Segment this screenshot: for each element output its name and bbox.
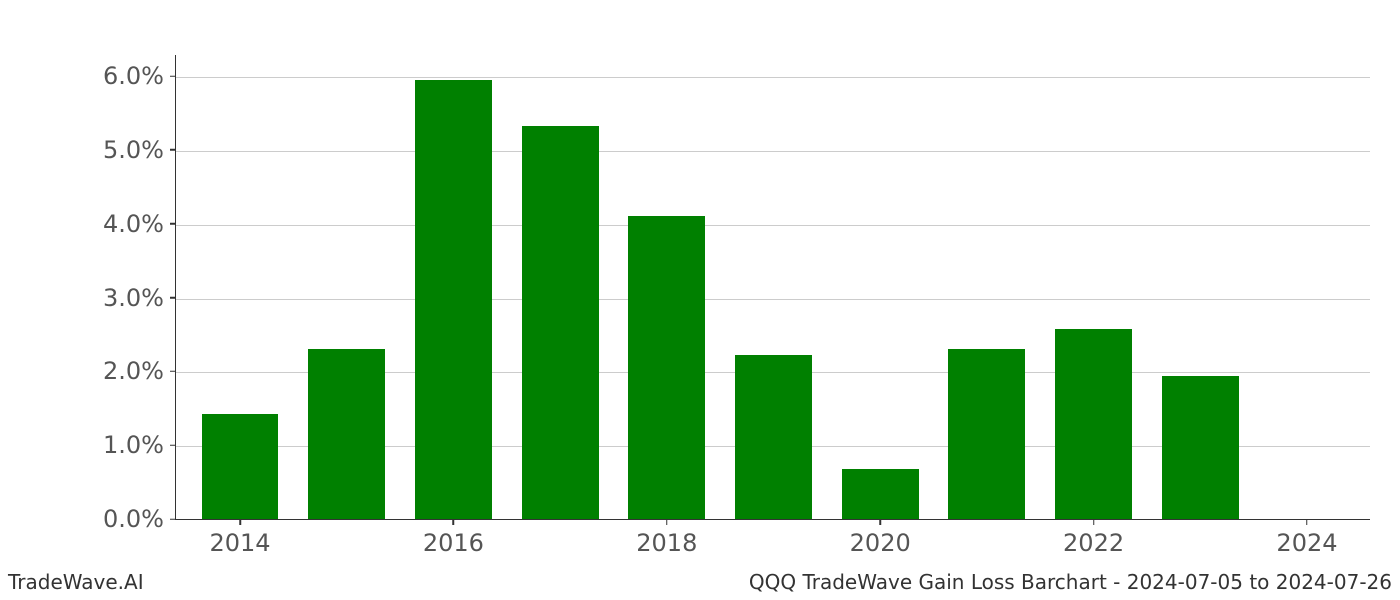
bar — [522, 126, 599, 519]
x-tick-label: 2018 — [636, 519, 697, 557]
bar — [842, 469, 919, 519]
bar — [202, 414, 279, 519]
bar — [1055, 329, 1132, 519]
bar — [308, 349, 385, 519]
x-tick-label: 2024 — [1276, 519, 1337, 557]
bar — [628, 216, 705, 519]
y-tick-label: 3.0% — [103, 284, 176, 312]
footer-left-text: TradeWave.AI — [8, 570, 144, 594]
y-tick-label: 4.0% — [103, 210, 176, 238]
bar — [735, 355, 812, 519]
gridline — [176, 299, 1370, 300]
x-tick-label: 2016 — [423, 519, 484, 557]
x-tick-label: 2022 — [1063, 519, 1124, 557]
bar — [415, 80, 492, 519]
gridline — [176, 77, 1370, 78]
x-tick-label: 2020 — [850, 519, 911, 557]
gridline — [176, 151, 1370, 152]
footer-right-text: QQQ TradeWave Gain Loss Barchart - 2024-… — [749, 570, 1392, 594]
bar — [948, 349, 1025, 519]
plot-area: 0.0%1.0%2.0%3.0%4.0%5.0%6.0%201420162018… — [175, 55, 1370, 520]
y-tick-label: 6.0% — [103, 62, 176, 90]
y-tick-label: 5.0% — [103, 136, 176, 164]
gridline — [176, 225, 1370, 226]
y-tick-label: 1.0% — [103, 431, 176, 459]
y-tick-label: 0.0% — [103, 505, 176, 533]
bar — [1162, 376, 1239, 519]
y-tick-label: 2.0% — [103, 357, 176, 385]
x-tick-label: 2014 — [209, 519, 270, 557]
chart-figure: 0.0% 1.0% 2.0% 3.0% 4.0% 5.0% 6.0% 2014 2016 2018… — [0, 0, 1400, 600]
